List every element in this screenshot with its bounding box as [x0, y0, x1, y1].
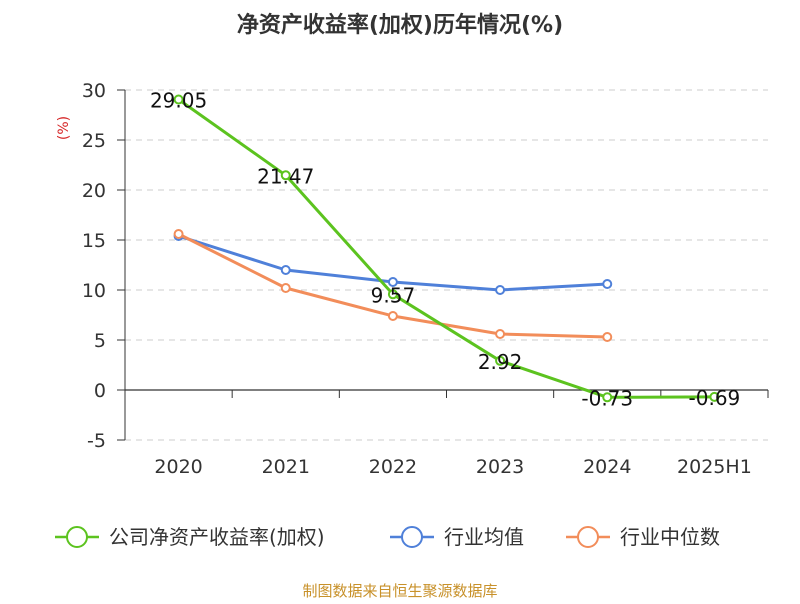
data-point [280, 283, 291, 293]
y-tick-label: 10 [82, 280, 106, 302]
y-tick-label: 5 [94, 330, 106, 352]
x-tick-label: 2024 [583, 456, 631, 478]
y-tick-label: 20 [82, 180, 106, 202]
gridlines [125, 89, 768, 441]
y-tick-label: 25 [82, 130, 106, 152]
y-tick-label: 0 [94, 380, 106, 402]
data-label: 29.05 [150, 89, 207, 113]
source-note: 制图数据来自恒生聚源数据库 [302, 582, 497, 600]
x-tick-label: 2021 [262, 456, 310, 478]
axes: 30 25 20 15 10 5 0 -5 2020 2021 2022 2023 2024 2025H1 [82, 80, 769, 478]
legend-label: 行业中位数 [620, 525, 720, 549]
legend-label: 公司净资产收益率(加权) [109, 525, 325, 549]
data-point [280, 265, 291, 275]
y-tick-label: 15 [82, 230, 106, 252]
x-tick-label: 2020 [154, 456, 202, 478]
data-point [387, 289, 398, 300]
data-point [173, 94, 184, 105]
data-label: -0.69 [689, 386, 741, 410]
legend-label: 行业均值 [444, 525, 524, 549]
data-labels: 29.05 21.47 9.57 2.92 -0.73 -0.69 [150, 89, 740, 411]
x-tick-label: 2023 [476, 456, 524, 478]
legend-marker [577, 526, 599, 548]
data-point [495, 285, 506, 295]
chart-title: 净资产收益率(加权)历年情况(%) [237, 12, 563, 38]
data-point [602, 279, 613, 289]
y-tick-label: 30 [82, 80, 106, 102]
data-point [173, 229, 184, 239]
data-point [387, 311, 398, 321]
data-point [602, 392, 613, 403]
data-point [387, 277, 398, 287]
x-tick-label: 2022 [369, 456, 417, 478]
data-point [709, 391, 720, 402]
series-line [177, 98, 715, 399]
data-label: 21.47 [257, 164, 314, 188]
data-label: -0.73 [581, 386, 633, 410]
x-tick-label: 2025H1 [677, 456, 752, 478]
legend: 公司净资产收益率(加权) 行业均值 行业中位数 [55, 525, 720, 549]
legend-marker [401, 526, 423, 548]
y-axis-label: (%) [56, 116, 72, 140]
legend-marker [66, 526, 88, 548]
data-point [280, 170, 291, 181]
data-point [495, 329, 506, 339]
data-label: 9.57 [371, 283, 416, 307]
y-tick-label: -5 [87, 430, 106, 452]
data-point [495, 355, 506, 366]
data-point [602, 332, 613, 342]
data-label: 2.92 [478, 350, 523, 374]
series-lines [173, 94, 720, 403]
